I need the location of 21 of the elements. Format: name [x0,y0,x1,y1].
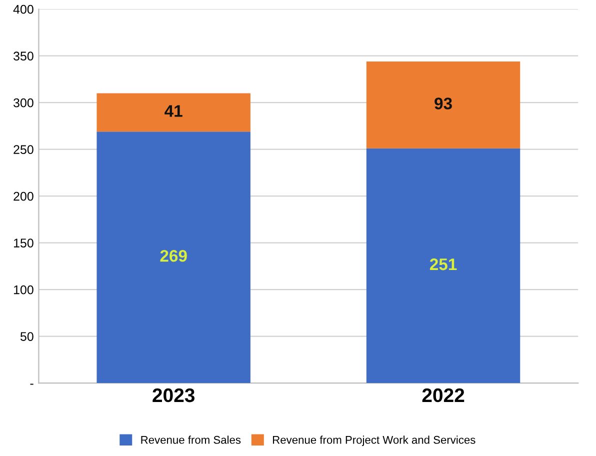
bar [96,93,250,132]
legend-label: Revenue from Project Work and Services [273,436,476,446]
data-label: 41 [164,105,182,117]
data-label: 93 [434,98,452,110]
bar [366,148,520,384]
x-tick-label: 2022 [422,388,464,402]
y-tick-label: 150 [14,238,34,248]
y-tick-label: - [30,384,34,385]
y-tick-label: 50 [20,332,34,341]
x-tick-label: 2023 [152,388,195,402]
data-label: 269 [160,250,187,262]
y-tick-label: 200 [14,192,34,201]
y-tick-label: 400 [13,4,34,14]
bar [96,132,250,384]
y-tick-label: 300 [14,98,34,108]
y-tick-label: 350 [14,52,34,61]
legend-label: Revenue from Sales [141,436,241,444]
data-label: 251 [430,258,457,270]
y-tick-label: 250 [14,145,34,154]
bar [366,61,520,148]
y-tick-label: 100 [14,285,34,294]
